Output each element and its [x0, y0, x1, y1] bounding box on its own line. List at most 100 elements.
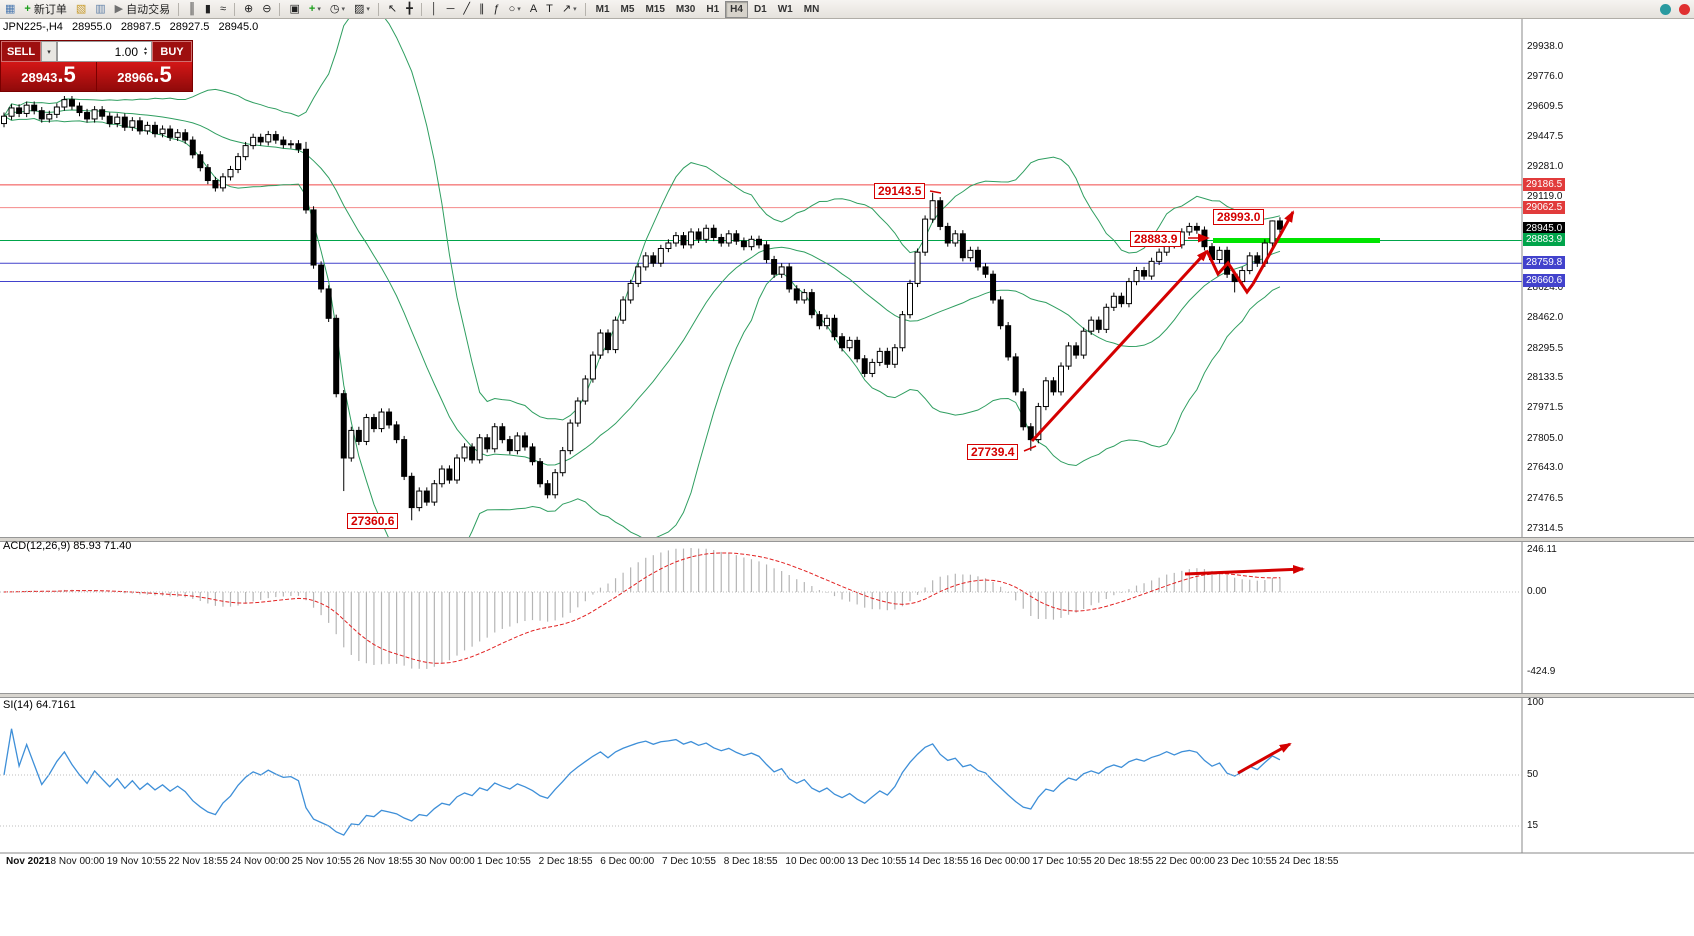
market-watch-icon: ▥ [95, 2, 106, 15]
arrow-object-icon: ↗ [561, 2, 572, 15]
horizontal-line-icon: ─ [446, 2, 455, 15]
time-axis-label: 13 Dec 10:55 [847, 856, 907, 867]
horizontal-line-button[interactable]: ─ [443, 0, 459, 18]
timeframe-m30[interactable]: M30 [675, 3, 696, 15]
price-label-annotation[interactable]: 28883.9 [1130, 231, 1182, 247]
text-label-button[interactable]: T [542, 0, 557, 18]
price-label-annotation[interactable]: 28993.0 [1213, 209, 1265, 225]
price-axis-label: 29281.0 [1527, 161, 1564, 173]
templates-icon: ▨ [353, 2, 365, 15]
price-axis-marker: 28660.6 [1523, 274, 1566, 288]
buy-price-button[interactable]: 28966 .5 [97, 62, 192, 91]
timeframe-m5[interactable]: M5 [620, 3, 635, 15]
bar-chart-icon: ║ [188, 2, 196, 15]
price-axis-marker: 29062.5 [1523, 200, 1566, 214]
chevron-down-icon: ▾ [341, 6, 345, 13]
new-order-button[interactable]: + 新订单 [20, 0, 70, 18]
timeframe-m15[interactable]: M15 [645, 3, 665, 15]
candlestick-icon: ▮ [204, 2, 211, 15]
drawing-objects[interactable] [929, 190, 1305, 775]
toolbar: ▦ + 新订单 ▧ ▥ ▶ 自动交易 ║ ▮ ≈ ⊕ ⊖ ▣ + ▾ ◷ ▾ ▨ ▾ ↖ ╋ │ ─ ╱ ∥ ƒ ○ ▾ A T ↗ ▾ M1 M… [0, 0, 1694, 19]
volume-stepper[interactable]: ▴ ▾ [140, 45, 151, 57]
time-axis-label: 16 Dec 00:00 [970, 856, 1031, 867]
tile-windows-icon: ▣ [289, 2, 300, 15]
price-label-annotation[interactable]: 29143.5 [874, 183, 926, 199]
volume-dropdown-button[interactable]: ▾ [41, 41, 57, 62]
bar-chart-button[interactable]: ║ [184, 0, 200, 18]
auto-trading-button[interactable]: ▶ 自动交易 [111, 0, 174, 18]
rsi-axis-label: 15 [1527, 820, 1539, 831]
time-axis-label: 1 Dec 10:55 [476, 856, 531, 867]
fibonacci-button[interactable]: ƒ [490, 0, 504, 18]
candlestick-series [1, 95, 1283, 521]
price-label-annotation[interactable]: 27739.4 [967, 444, 1019, 460]
text-label-icon: T [546, 2, 553, 15]
timeframe-h1[interactable]: H1 [706, 3, 720, 15]
timeframe-m1[interactable]: M1 [595, 3, 610, 15]
timeframe-mn[interactable]: MN [803, 3, 820, 15]
price-axis-label: 29776.0 [1527, 70, 1564, 82]
trendline-icon: ╱ [463, 2, 471, 15]
text-button[interactable]: A [526, 0, 541, 18]
indicators-icon: + [308, 2, 316, 15]
time-axis-label: 26 Nov 18:55 [353, 856, 414, 867]
time-axis-label: 19 Nov 10:55 [106, 856, 167, 867]
buy-button[interactable]: BUY [152, 41, 192, 62]
chevron-down-icon: ▾ [366, 6, 370, 13]
templates-button[interactable]: ▨ ▾ [350, 0, 374, 18]
time-axis-label: 14 Dec 18:55 [908, 856, 969, 867]
new-chart-button[interactable]: ▦ [1, 0, 19, 18]
shapes-button[interactable]: ○ ▾ [505, 0, 525, 18]
timeframe-w1[interactable]: W1 [777, 3, 793, 15]
price-label-annotation[interactable]: 27360.6 [347, 513, 399, 529]
indicators-button[interactable]: + ▾ [305, 0, 325, 18]
periods-icon: ◷ [329, 2, 340, 15]
stepper-up-icon: ▴ [143, 45, 147, 52]
panel-splitter[interactable] [0, 537, 1694, 542]
tile-windows-button[interactable]: ▣ [285, 0, 303, 18]
sell-button[interactable]: SELL [1, 41, 41, 62]
chevron-down-icon: ▾ [47, 48, 51, 56]
new-order-button-label: 新订单 [33, 4, 67, 16]
periods-button[interactable]: ◷ ▾ [326, 0, 349, 18]
channel-button[interactable]: ∥ [475, 0, 489, 18]
notification-icon[interactable] [1679, 3, 1690, 15]
time-axis-label: 23 Dec 10:55 [1217, 856, 1277, 867]
candlestick-button[interactable]: ▮ [201, 0, 215, 18]
price-divider [96, 62, 97, 91]
arrows-button[interactable]: ↗ ▾ [558, 0, 581, 18]
price-axis-label: 29938.0 [1527, 40, 1564, 52]
sell-price-button[interactable]: 28943 .5 [1, 62, 96, 91]
time-axis-label: Nov 2021 [6, 856, 50, 867]
volume-field: ▴ ▾ [57, 41, 152, 62]
shapes-icon: ○ [508, 2, 516, 15]
panel-splitter[interactable] [0, 693, 1694, 698]
price-axis-label: 28133.5 [1527, 372, 1564, 384]
profiles-button[interactable]: ▧ [72, 0, 90, 18]
line-chart-button[interactable]: ≈ [216, 0, 230, 18]
new-chart-icon: ▦ [5, 2, 16, 15]
volume-input[interactable] [58, 44, 140, 59]
chat-icon[interactable] [1660, 3, 1671, 15]
timeframe-d1[interactable]: D1 [753, 3, 767, 15]
trendline-button[interactable]: ╱ [459, 0, 474, 18]
zoom-in-button[interactable]: ⊕ [240, 0, 257, 18]
zoom-out-button[interactable]: ⊖ [258, 0, 275, 18]
market-watch-button[interactable]: ▥ [91, 0, 109, 18]
rsi-indicator [3, 728, 1281, 836]
price-axis-label: 28624.0 [1527, 282, 1564, 294]
crosshair-button[interactable]: ╋ [402, 0, 417, 18]
timeframe-h4[interactable]: H4 [725, 0, 748, 18]
ohlc-high: 28987.5 [120, 21, 161, 33]
ohlc-open: 28955.0 [71, 21, 112, 33]
new-order-icon: + [24, 2, 31, 15]
price-axis-marker: 28945.0 [1523, 222, 1566, 236]
cursor-button[interactable]: ↖ [384, 0, 401, 18]
time-axis-label: 20 Dec 18:55 [1093, 856, 1154, 867]
rsi-axis-label: 50 [1527, 769, 1539, 780]
vertical-line-button[interactable]: │ [427, 0, 442, 18]
price-axis-label: 29119.0 [1527, 191, 1563, 203]
text-icon: A [529, 2, 538, 15]
